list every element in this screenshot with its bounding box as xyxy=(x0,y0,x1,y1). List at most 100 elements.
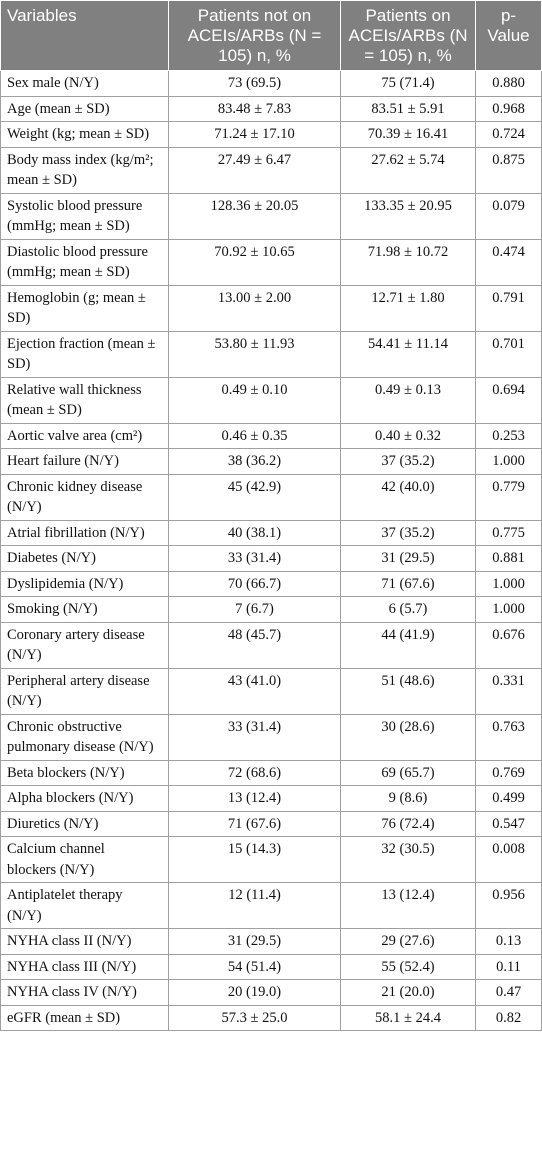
value-cell: 0.547 xyxy=(475,810,542,837)
variable-cell: NYHA class III (N/Y) xyxy=(0,953,169,980)
value-cell: 133.35 ± 20.95 xyxy=(340,192,476,240)
table-row: Diuretics (N/Y) 71 (67.6) 76 (72.4) 0.547 xyxy=(0,810,542,837)
variable-cell: Diabetes (N/Y) xyxy=(0,545,169,572)
variable-cell: Aortic valve area (cm²) xyxy=(0,422,169,449)
header-cell: Patients not on ACEIs/ARBs (N = 105) n, … xyxy=(168,0,341,71)
variable-cell: Weight (kg; mean ± SD) xyxy=(0,121,169,148)
value-cell: 76 (72.4) xyxy=(340,810,476,837)
table-row: Body mass index (kg/m²; mean ± SD) 27.49 … xyxy=(0,146,542,194)
variable-cell: Body mass index (kg/m²; mean ± SD) xyxy=(0,146,169,194)
value-cell: 43 (41.0) xyxy=(168,667,341,715)
value-cell: 58.1 ± 24.4 xyxy=(340,1004,476,1031)
value-cell: 128.36 ± 20.05 xyxy=(168,192,341,240)
value-cell: 37 (35.2) xyxy=(340,448,476,475)
value-cell: 73 (69.5) xyxy=(168,70,341,97)
value-cell: 0.474 xyxy=(475,238,542,286)
table-row: Calcium channel blockers (N/Y) 15 (14.3) 3… xyxy=(0,836,542,883)
value-cell: 0.881 xyxy=(475,545,542,572)
value-cell: 55 (52.4) xyxy=(340,953,476,980)
variable-cell: Sex male (N/Y) xyxy=(0,70,169,97)
variable-cell: Relative wall thickness (mean ± SD) xyxy=(0,376,169,424)
value-cell: 37 (35.2) xyxy=(340,519,476,546)
table-row: Systolic blood pressure (mmHg; mean ± SD… xyxy=(0,192,542,240)
table-row: eGFR (mean ± SD) 57.3 ± 25.0 58.1 ± 24.4 0.… xyxy=(0,1004,542,1031)
table-row: Ejection fraction (mean ± SD) 53.80 ± 11.… xyxy=(0,330,542,378)
variable-cell: Diastolic blood pressure (mmHg; mean ± S… xyxy=(0,238,169,286)
value-cell: 27.49 ± 6.47 xyxy=(168,146,341,194)
value-cell: 0.13 xyxy=(475,928,542,955)
value-cell: 0.791 xyxy=(475,284,542,332)
value-cell: 21 (20.0) xyxy=(340,979,476,1006)
value-cell: 0.875 xyxy=(475,146,542,194)
table-row: Dyslipidemia (N/Y) 70 (66.7) 71 (67.6) 1.00… xyxy=(0,570,542,597)
value-cell: 53.80 ± 11.93 xyxy=(168,330,341,378)
variable-cell: Chronic kidney disease (N/Y) xyxy=(0,473,169,521)
variable-cell: Calcium channel blockers (N/Y) xyxy=(0,836,169,883)
variable-cell: Beta blockers (N/Y) xyxy=(0,759,169,786)
variable-cell: Age (mean ± SD) xyxy=(0,95,169,122)
value-cell: 0.47 xyxy=(475,979,542,1006)
table-row: Diabetes (N/Y) 33 (31.4) 31 (29.5) 0.881 xyxy=(0,545,542,572)
table-row: Age (mean ± SD) 83.48 ± 7.83 83.51 ± 5.91 0… xyxy=(0,95,542,122)
value-cell: 0.49 ± 0.10 xyxy=(168,376,341,424)
table-row: Weight (kg; mean ± SD) 71.24 ± 17.10 70.39… xyxy=(0,121,542,148)
table-row: Heart failure (N/Y) 38 (36.2) 37 (35.2) 1.0… xyxy=(0,448,542,475)
value-cell: 71 (67.6) xyxy=(340,570,476,597)
value-cell: 9 (8.6) xyxy=(340,785,476,812)
value-cell: 51 (48.6) xyxy=(340,667,476,715)
value-cell: 71.98 ± 10.72 xyxy=(340,238,476,286)
table-row: Peripheral artery disease (N/Y) 43 (41.0)… xyxy=(0,667,542,715)
table-row: Atrial fibrillation (N/Y) 40 (38.1) 37 (35… xyxy=(0,519,542,546)
value-cell: 0.880 xyxy=(475,70,542,97)
value-cell: 0.694 xyxy=(475,376,542,424)
value-cell: 45 (42.9) xyxy=(168,473,341,521)
table-row: Antiplatelet therapy (N/Y) 12 (11.4) 13 (1… xyxy=(0,882,542,929)
table-row: Diastolic blood pressure (mmHg; mean ± S… xyxy=(0,238,542,286)
variable-cell: Diuretics (N/Y) xyxy=(0,810,169,837)
value-cell: 1.000 xyxy=(475,570,542,597)
table-row: Beta blockers (N/Y) 72 (68.6) 69 (65.7) 0.7… xyxy=(0,759,542,786)
value-cell: 0.253 xyxy=(475,422,542,449)
value-cell: 15 (14.3) xyxy=(168,836,341,883)
value-cell: 0.46 ± 0.35 xyxy=(168,422,341,449)
value-cell: 0.701 xyxy=(475,330,542,378)
value-cell: 0.49 ± 0.13 xyxy=(340,376,476,424)
value-cell: 0.331 xyxy=(475,667,542,715)
value-cell: 42 (40.0) xyxy=(340,473,476,521)
data-table: Variables Patients not on ACEIs/ARBs (N =… xyxy=(0,0,542,1031)
variable-cell: NYHA class II (N/Y) xyxy=(0,928,169,955)
value-cell: 0.676 xyxy=(475,621,542,669)
table-row: Sex male (N/Y) 73 (69.5) 75 (71.4) 0.880 xyxy=(0,70,542,97)
header-row: Variables Patients not on ACEIs/ARBs (N =… xyxy=(0,0,542,71)
value-cell: 29 (27.6) xyxy=(340,928,476,955)
value-cell: 33 (31.4) xyxy=(168,545,341,572)
value-cell: 71 (67.6) xyxy=(168,810,341,837)
table-row: Aortic valve area (cm²) 0.46 ± 0.35 0.40 ±… xyxy=(0,422,542,449)
value-cell: 20 (19.0) xyxy=(168,979,341,1006)
value-cell: 33 (31.4) xyxy=(168,713,341,761)
value-cell: 12 (11.4) xyxy=(168,882,341,929)
table-row: Relative wall thickness (mean ± SD) 0.49 … xyxy=(0,376,542,424)
table-row: Chronic obstructive pulmonary disease (N… xyxy=(0,713,542,761)
value-cell: 13 (12.4) xyxy=(340,882,476,929)
value-cell: 54 (51.4) xyxy=(168,953,341,980)
value-cell: 48 (45.7) xyxy=(168,621,341,669)
value-cell: 0.079 xyxy=(475,192,542,240)
table-row: Chronic kidney disease (N/Y) 45 (42.9) 42 … xyxy=(0,473,542,521)
value-cell: 27.62 ± 5.74 xyxy=(340,146,476,194)
value-cell: 0.775 xyxy=(475,519,542,546)
value-cell: 0.724 xyxy=(475,121,542,148)
table-row: NYHA class II (N/Y) 31 (29.5) 29 (27.6) 0.1… xyxy=(0,928,542,955)
header-cell: Patients on ACEIs/ARBs (N = 105) n, % xyxy=(340,0,476,71)
header-cell: p-Value xyxy=(475,0,542,71)
value-cell: 0.11 xyxy=(475,953,542,980)
value-cell: 40 (38.1) xyxy=(168,519,341,546)
header-cell: Variables xyxy=(0,0,169,71)
value-cell: 44 (41.9) xyxy=(340,621,476,669)
value-cell: 0.82 xyxy=(475,1004,542,1031)
variable-cell: Chronic obstructive pulmonary disease (N… xyxy=(0,713,169,761)
value-cell: 72 (68.6) xyxy=(168,759,341,786)
variable-cell: NYHA class IV (N/Y) xyxy=(0,979,169,1006)
value-cell: 83.48 ± 7.83 xyxy=(168,95,341,122)
